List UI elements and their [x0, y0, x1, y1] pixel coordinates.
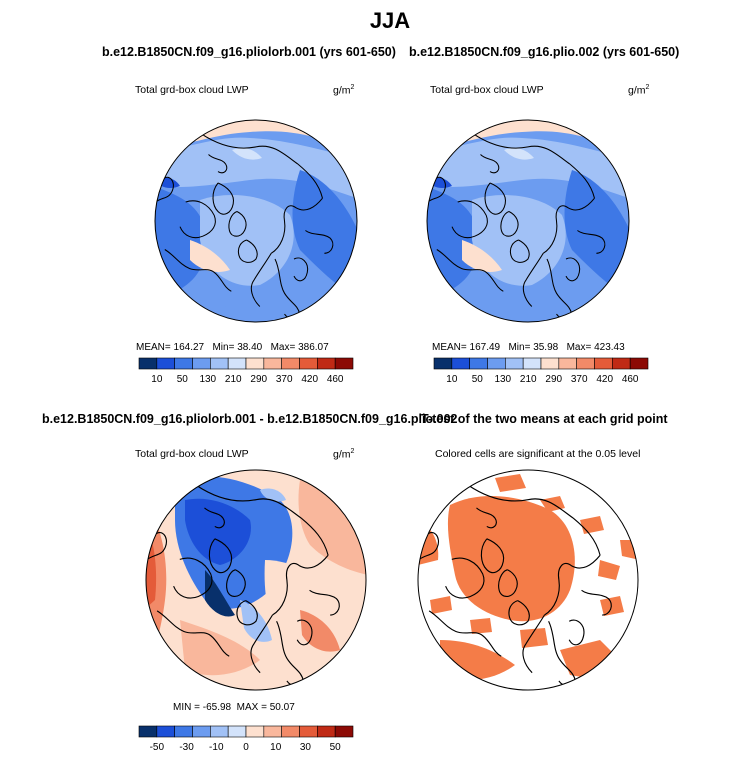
p1-colorbar-tick: 290 — [250, 374, 267, 385]
panel1-colorbar: 10 50 130 210 290 370 420 460 — [138, 357, 354, 385]
panel2-variable-label: Total grd-box cloud LWP — [430, 84, 544, 96]
p3-colorbar-tick: 0 — [243, 742, 249, 753]
p3-colorbar-tick: -30 — [179, 742, 194, 753]
p2-colorbar-tick: 10 — [446, 374, 458, 385]
p3-colorbar-tick: -50 — [150, 742, 165, 753]
panel1-title: b.e12.B1850CN.f09_g16.pliolorb.001 (yrs … — [102, 45, 396, 59]
panel1-min: 38.40 — [237, 342, 263, 353]
p2-colorbar-tick: 370 — [571, 374, 588, 385]
panel2-colorbar: 10 50 130 210 290 370 420 460 — [433, 357, 649, 385]
panel2-max: 423.43 — [594, 342, 625, 353]
panel3-max: 50.07 — [269, 702, 295, 713]
p1-colorbar-tick: 420 — [301, 374, 318, 385]
panel2-title: b.e12.B1850CN.f09_g16.plio.002 (yrs 601-… — [409, 45, 680, 59]
p1-colorbar-box — [138, 357, 158, 370]
p2-colorbar-box — [451, 357, 470, 370]
panel3-min: -65.98 — [202, 702, 232, 713]
p3-colorbar-tick: 30 — [300, 742, 312, 753]
p3-colorbar-box — [138, 725, 158, 738]
panel3-colorbar: -50 -30 -10 0 10 30 50 — [138, 725, 354, 753]
p2-colorbar-tick: 50 — [472, 374, 484, 385]
panel1-variable-label: Total grd-box cloud LWP — [135, 84, 249, 96]
p3-colorbar-box — [174, 725, 193, 738]
p3-colorbar-box — [210, 725, 229, 738]
panel1-mean: 164.27 — [173, 342, 205, 353]
p1-colorbar-box — [210, 357, 229, 370]
p3-colorbar-box — [263, 725, 282, 738]
p1-colorbar-tick: 10 — [151, 374, 163, 385]
p1-colorbar-tick: 370 — [276, 374, 293, 385]
p2-colorbar-box — [612, 357, 631, 370]
p3-colorbar-tick: 50 — [330, 742, 342, 753]
p1-colorbar-box — [156, 357, 175, 370]
p1-colorbar-box — [174, 357, 193, 370]
panel3-units: g/m2 — [333, 448, 355, 461]
p3-colorbar-box — [281, 725, 300, 738]
p3-colorbar-tick: -10 — [209, 742, 224, 753]
p3-colorbar-box — [317, 725, 336, 738]
p1-colorbar-tick: 210 — [225, 374, 242, 385]
p2-colorbar-box — [505, 357, 524, 370]
p2-colorbar-tick: 460 — [622, 374, 639, 385]
p3-colorbar-box — [227, 725, 247, 738]
p2-colorbar-box — [487, 357, 506, 370]
p3-colorbar-box — [192, 725, 211, 738]
p2-colorbar-box — [433, 357, 453, 370]
p1-colorbar-tick: 130 — [199, 374, 216, 385]
panel3-title: b.e12.B1850CN.f09_g16.pliolorb.001 - b.e… — [42, 412, 458, 426]
panel4-title: T-test of the two means at each grid poi… — [421, 412, 668, 426]
p2-colorbar-tick: 210 — [520, 374, 537, 385]
p2-colorbar-box — [629, 357, 649, 370]
panel4-subtitle: Colored cells are significant at the 0.0… — [435, 448, 641, 460]
p1-colorbar-box — [281, 357, 300, 370]
p1-colorbar-box — [299, 357, 318, 370]
panel2-mean: 167.49 — [469, 342, 501, 353]
p3-colorbar-box — [299, 725, 318, 738]
p1-colorbar-tick: 50 — [177, 374, 189, 385]
season-title: JJA — [369, 8, 411, 33]
p1-colorbar-tick: 460 — [327, 374, 344, 385]
p1-colorbar-box — [245, 357, 265, 370]
panel2-stats: MEAN= 167.49 Min= 35.98 Max= 423.43 — [432, 342, 625, 353]
p2-colorbar-tick: 130 — [494, 374, 511, 385]
panel1-units: g/m2 — [333, 84, 355, 97]
p1-colorbar-box — [227, 357, 247, 370]
p2-colorbar-box — [540, 357, 560, 370]
p2-colorbar-box — [522, 357, 542, 370]
p2-colorbar-box — [594, 357, 613, 370]
p3-colorbar-box — [156, 725, 175, 738]
panel2-units: g/m2 — [628, 84, 650, 97]
p2-colorbar-box — [558, 357, 577, 370]
p1-colorbar-box — [317, 357, 336, 370]
p3-colorbar-box — [245, 725, 265, 738]
panel3-variable-label: Total grd-box cloud LWP — [135, 448, 249, 460]
p1-colorbar-box — [192, 357, 211, 370]
p2-colorbar-box — [576, 357, 595, 370]
p2-colorbar-tick: 420 — [596, 374, 613, 385]
p3-colorbar-box — [334, 725, 354, 738]
panel2-min: 35.98 — [533, 342, 559, 353]
panel1-stats: MEAN= 164.27 Min= 38.40 Max= 386.07 — [136, 342, 329, 353]
p3-colorbar-tick: 10 — [270, 742, 282, 753]
p1-colorbar-box — [263, 357, 282, 370]
p2-colorbar-tick: 290 — [545, 374, 562, 385]
panel1-max: 386.07 — [298, 342, 329, 353]
panel3-stats: MIN = -65.98 MAX = 50.07 — [173, 702, 295, 713]
p1-colorbar-box — [334, 357, 354, 370]
p2-colorbar-box — [469, 357, 488, 370]
